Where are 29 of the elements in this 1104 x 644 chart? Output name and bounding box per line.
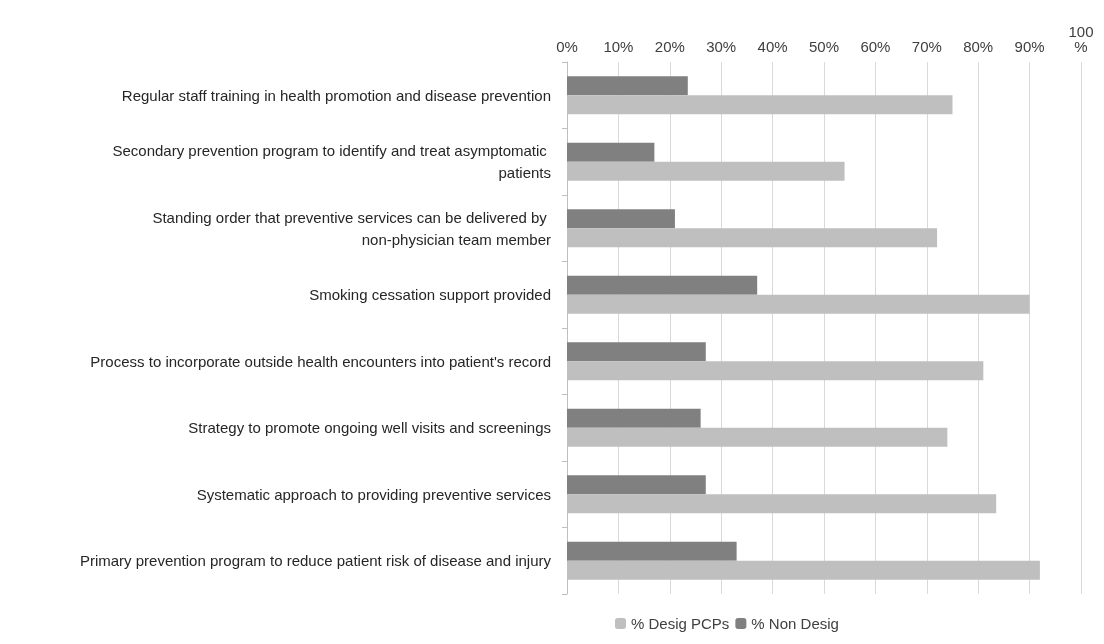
bar (567, 209, 675, 229)
x-tick-label: 70% (911, 38, 942, 55)
x-tick-label: 80% (963, 38, 994, 55)
bar (567, 275, 758, 295)
x-tick-label: 40% (757, 38, 788, 55)
y-tick-label: Strategy to promote ongoing well visits and screenings (188, 419, 551, 437)
y-tick-label: Smoking cessation support provided (309, 286, 551, 304)
x-tick-label: 20% (654, 38, 685, 55)
y-tick-label: Systematic approach to providing preventive services (196, 485, 551, 503)
x-tick-label: 90% (1014, 38, 1045, 55)
x-tick-label: 30% (706, 38, 737, 55)
x-tick-label: 10% (603, 38, 634, 55)
bar (567, 342, 706, 362)
legend-label: % Non Desig (751, 615, 839, 632)
bar (567, 541, 737, 561)
legend-label: % Desig PCPs (631, 615, 730, 632)
x-tick-label: 100 % (1068, 23, 1094, 55)
x-tick-label: 0% (556, 38, 578, 55)
y-tick-label: Secondary prevention program to identify and treat asymptomatic patients (112, 142, 551, 182)
x-tick-label: 60% (860, 38, 891, 55)
x-tick-label: 50% (808, 38, 840, 55)
y-tick-label: Primary prevention program to reduce patient risk of disease and injury (79, 552, 552, 570)
bar (567, 142, 655, 162)
y-tick-label: Standing order that preventive services can be delivered by non-physician team member (152, 208, 551, 248)
bar (567, 475, 706, 495)
bar (567, 76, 688, 96)
bar (567, 408, 701, 428)
y-tick-label: Regular staff training in health promotion and disease prevention (121, 86, 551, 104)
y-tick-label: Process to incorporate outside health encounters into patient's record (90, 352, 551, 370)
